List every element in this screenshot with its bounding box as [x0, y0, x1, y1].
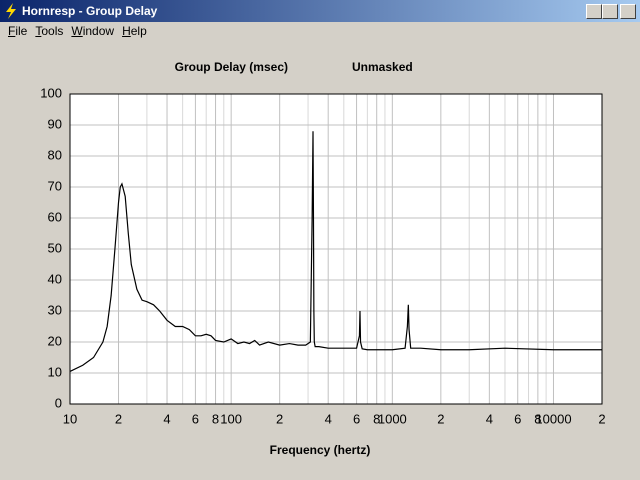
- y-tick-label: 80: [48, 147, 62, 162]
- y-tick-label: 40: [48, 271, 62, 286]
- x-tick-label: 4: [163, 411, 170, 426]
- title-bar: Hornresp - Group Delay: [0, 0, 640, 22]
- x-tick-label: 2: [598, 411, 605, 426]
- menu-item[interactable]: Help: [122, 24, 147, 38]
- y-tick-label: 50: [48, 240, 62, 255]
- y-tick-label: 70: [48, 178, 62, 193]
- y-tick-label: 10: [48, 364, 62, 379]
- close-button[interactable]: [620, 4, 636, 19]
- y-tick-label: 90: [48, 116, 62, 131]
- x-tick-label: 2: [115, 411, 122, 426]
- x-tick-label: 8: [534, 411, 541, 426]
- x-tick-label: 6: [192, 411, 199, 426]
- y-tick-label: 60: [48, 209, 62, 224]
- y-tick-label: 100: [40, 85, 62, 100]
- x-tick-label: 6: [514, 411, 521, 426]
- menu-bar: File Tools Window Help: [0, 22, 147, 40]
- menu-item[interactable]: Window: [71, 24, 115, 38]
- y-tick-label: 0: [55, 395, 62, 410]
- x-axis-label: Frequency (hertz): [270, 443, 371, 457]
- x-tick-label: 10000: [535, 411, 571, 426]
- x-tick-label: 2: [276, 411, 283, 426]
- x-tick-label: 8: [373, 411, 380, 426]
- y-tick-label: 20: [48, 333, 62, 348]
- x-tick-label: 6: [353, 411, 360, 426]
- maximize-button[interactable]: [602, 4, 618, 19]
- menu-item[interactable]: Tools: [35, 24, 64, 38]
- chart-title: Group Delay (msec): [175, 60, 288, 74]
- chart-subtitle: Unmasked: [352, 60, 413, 74]
- x-tick-label: 10: [63, 411, 77, 426]
- minimize-button[interactable]: [586, 4, 602, 19]
- x-tick-label: 1000: [378, 411, 407, 426]
- x-tick-label: 8: [212, 411, 219, 426]
- plot-border: [69, 93, 603, 405]
- menu-item[interactable]: File: [8, 24, 28, 38]
- x-tick-label: 100: [220, 411, 242, 426]
- x-tick-label: 4: [486, 411, 493, 426]
- app-icon: [6, 3, 16, 19]
- x-tick-label: 2: [437, 411, 444, 426]
- y-tick-label: 30: [48, 302, 62, 317]
- group-delay-line: [69, 131, 602, 372]
- window-title: Hornresp - Group Delay: [22, 4, 158, 18]
- x-tick-label: 4: [325, 411, 332, 426]
